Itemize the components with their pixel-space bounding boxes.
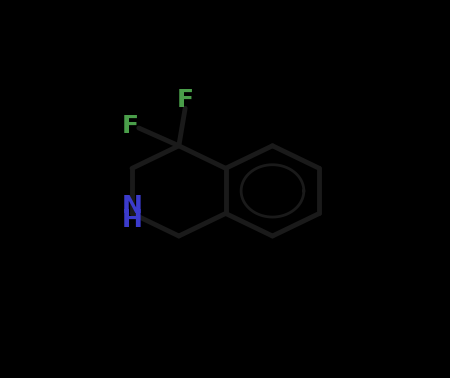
Text: F: F (122, 114, 139, 138)
Text: N: N (122, 194, 143, 218)
Text: H: H (122, 208, 143, 232)
Text: F: F (177, 88, 194, 112)
